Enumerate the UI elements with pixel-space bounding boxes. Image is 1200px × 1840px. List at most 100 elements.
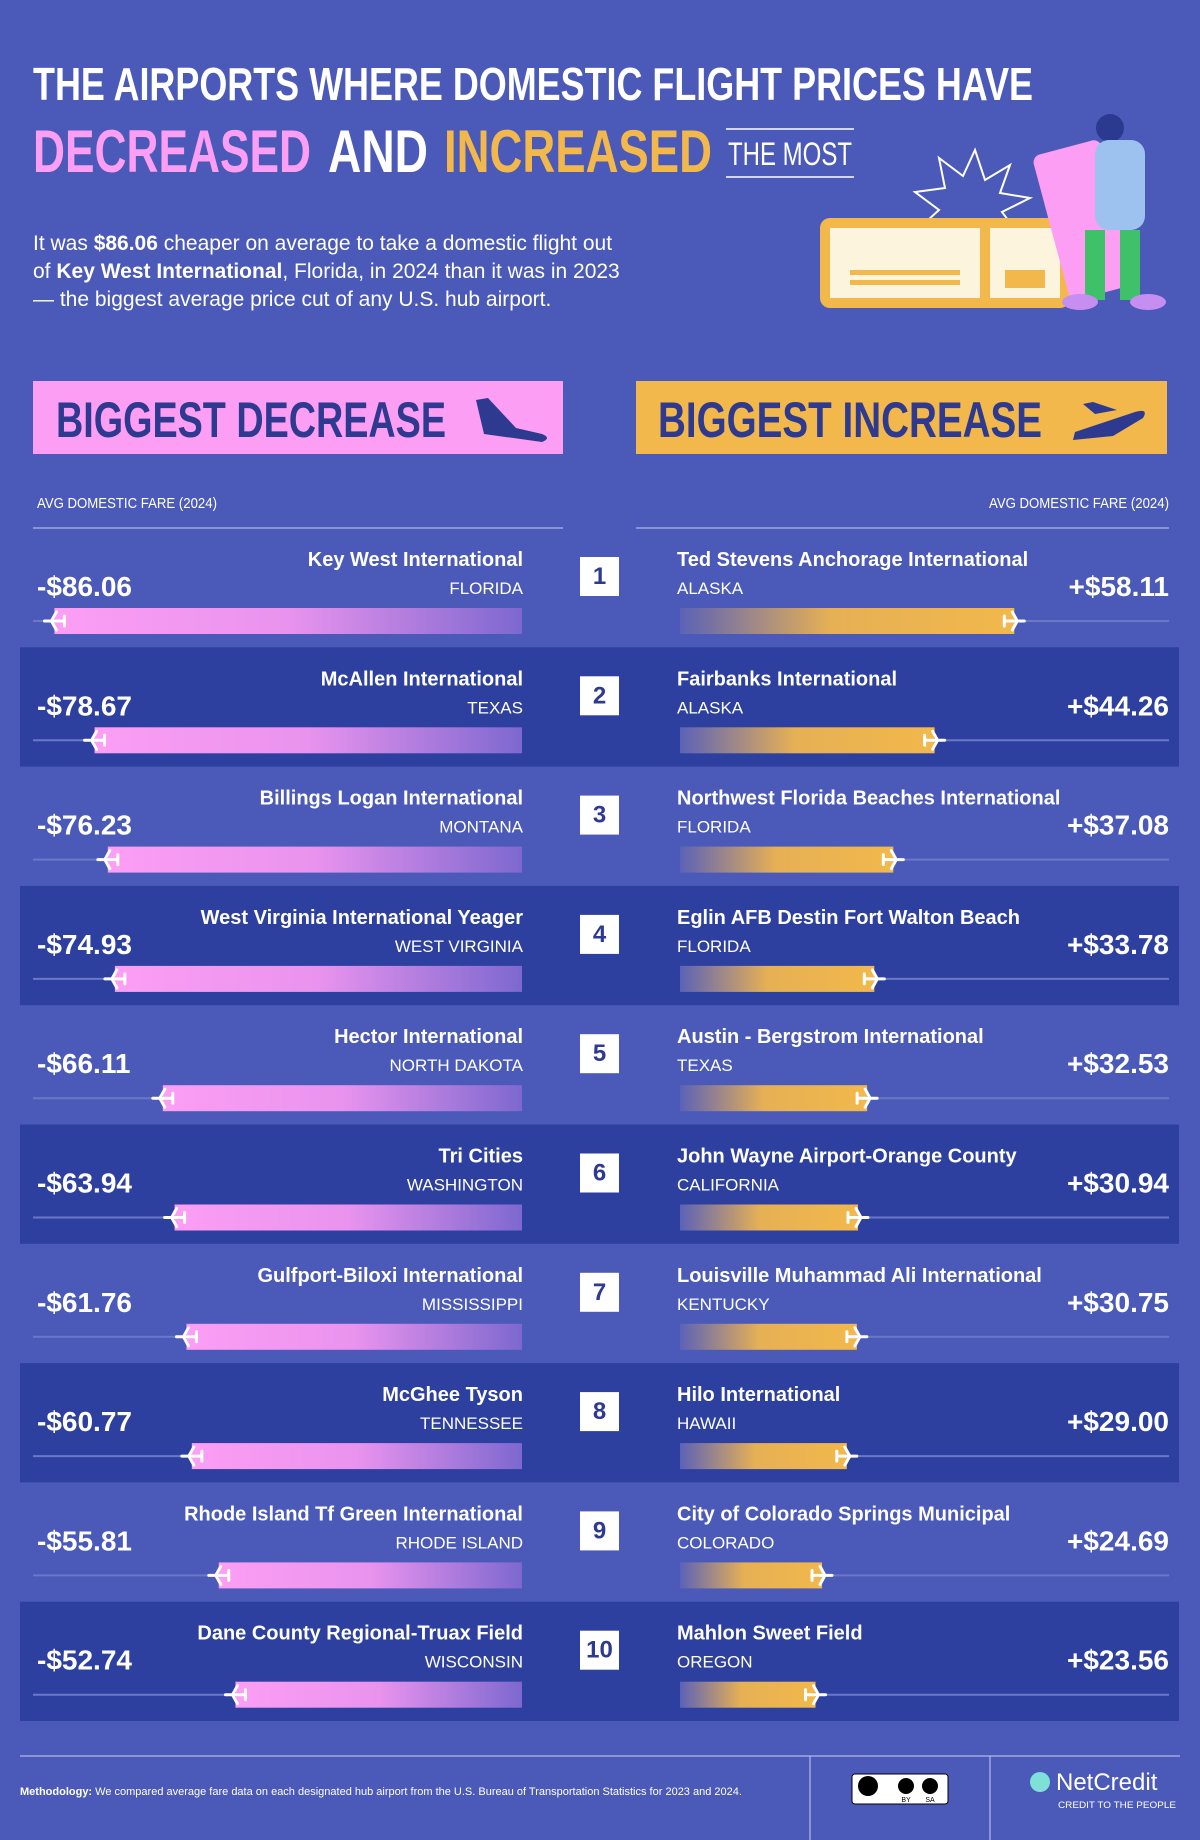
bar — [174, 1204, 523, 1231]
plane-icon — [855, 1087, 879, 1109]
rank-box — [580, 1392, 619, 1432]
intro-bold: Key West International — [56, 260, 282, 283]
plane-icon — [862, 968, 886, 990]
illustration — [820, 114, 1166, 310]
airport-name: Hilo International — [677, 1384, 840, 1406]
value-label: -$76.23 — [37, 810, 132, 841]
plane-icon — [923, 729, 947, 751]
section-title: BIGGEST DECREASE — [56, 392, 446, 448]
state: RHODE ISLAND — [395, 1533, 523, 1552]
title-and: AND — [328, 118, 428, 185]
state: TEXAS — [677, 1056, 733, 1075]
value-label: +$30.75 — [1067, 1287, 1169, 1318]
rank: 4 — [593, 921, 607, 948]
value-label: -$78.67 — [37, 690, 132, 721]
intro-text: It was — [33, 232, 94, 255]
airport-name: Dane County Regional-Truax Field — [197, 1623, 523, 1645]
plane-icon — [845, 1326, 869, 1348]
airport-name: Austin - Bergstrom International — [677, 1026, 984, 1048]
intro-line: It was $86.06 cheaper on average to take… — [33, 232, 612, 255]
bar — [186, 1323, 523, 1350]
state: WEST VIRGINIA — [395, 937, 524, 956]
value-label: +$33.78 — [1067, 929, 1169, 960]
bar — [680, 965, 875, 992]
plane-icon — [151, 1087, 175, 1109]
plane-icon — [846, 1207, 870, 1228]
state: HAWAII — [677, 1414, 736, 1433]
rank: 8 — [593, 1398, 606, 1425]
rank: 2 — [593, 682, 606, 709]
plane-icon — [103, 968, 127, 990]
plane-icon — [810, 1564, 834, 1586]
value-label: +$58.11 — [1069, 571, 1169, 602]
state: NORTH DAKOTA — [390, 1056, 524, 1075]
rank: 9 — [593, 1517, 606, 1544]
rank: 10 — [586, 1637, 613, 1664]
bar — [680, 1681, 816, 1708]
plane-icon — [96, 849, 120, 871]
value-label: -$63.94 — [37, 1168, 132, 1199]
airport-name: John Wayne Airport-Orange County — [677, 1146, 1018, 1168]
airport-name: Billings Logan International — [260, 788, 523, 810]
airport-name: City of Colorado Springs Municipal — [677, 1503, 1010, 1525]
bar — [680, 727, 935, 754]
methodology-label: Methodology: — [20, 1786, 92, 1798]
airport-name: Tri Cities — [439, 1146, 523, 1168]
value-label: +$24.69 — [1067, 1525, 1169, 1556]
airport-name: Gulfport-Biloxi International — [257, 1265, 523, 1287]
methodology-text: We compared average fare data on each de… — [95, 1786, 742, 1798]
rank-box — [580, 676, 619, 716]
value-label: +$32.53 — [1067, 1048, 1169, 1079]
rank-box — [580, 914, 619, 954]
methodology: Methodology: We compared average fare da… — [20, 1786, 742, 1798]
axis-label: AVG DOMESTIC FARE (2024) — [989, 495, 1169, 512]
airport-name: Fairbanks International — [677, 668, 897, 690]
value-label: +$29.00 — [1067, 1406, 1169, 1437]
plane-icon — [476, 398, 547, 442]
bar — [107, 846, 522, 873]
airport-name: West Virginia International Yeager — [201, 907, 524, 929]
value-label: +$44.26 — [1067, 690, 1169, 721]
rank: 1 — [593, 563, 606, 590]
plane-icon — [207, 1564, 231, 1586]
bar — [235, 1681, 523, 1708]
plane-icon — [223, 1684, 247, 1706]
plane-icon — [881, 849, 905, 871]
airport-name: McAllen International — [321, 668, 523, 690]
state: ALASKA — [677, 579, 744, 598]
bar — [680, 1562, 823, 1589]
rank-box — [580, 1511, 619, 1551]
bar — [680, 1204, 858, 1231]
airport-name: Key West International — [308, 549, 523, 571]
rank-box — [580, 1153, 619, 1193]
value-label: -$60.77 — [37, 1406, 132, 1437]
intro-text: , Florida, in 2024 than it was in 2023 — [282, 260, 619, 283]
value-label: +$30.94 — [1067, 1168, 1169, 1199]
value-label: -$52.74 — [37, 1645, 132, 1676]
bar — [680, 1085, 868, 1112]
state: FLORIDA — [449, 579, 523, 598]
rows: 1 2 3 4 5 6 7 8 9 10 Key West International FLORIDA… — [20, 549, 1179, 1721]
rank-box — [580, 1272, 619, 1312]
rank: 6 — [593, 1160, 606, 1187]
title-decreased: DECREASED — [33, 118, 311, 185]
license-badge: BY SA — [851, 1773, 949, 1805]
plane-icon — [174, 1326, 198, 1348]
rank-box — [580, 795, 619, 835]
state: KENTUCKY — [677, 1295, 770, 1314]
rank-box — [580, 1630, 619, 1670]
rank: 7 — [593, 1279, 606, 1306]
airport-name: Louisville Muhammad Ali International — [677, 1265, 1042, 1287]
bar — [218, 1562, 522, 1589]
title-the-most: THE MOST — [728, 136, 852, 172]
value-label: -$86.06 — [37, 571, 132, 602]
plane-icon — [83, 729, 107, 751]
rank: 5 — [593, 1040, 606, 1067]
state: COLORADO — [677, 1533, 774, 1552]
axis-label: AVG DOMESTIC FARE (2024) — [37, 495, 217, 512]
state: MISSISSIPPI — [422, 1295, 523, 1314]
state: WISCONSIN — [425, 1653, 523, 1672]
value-label: -$61.76 — [37, 1287, 132, 1318]
